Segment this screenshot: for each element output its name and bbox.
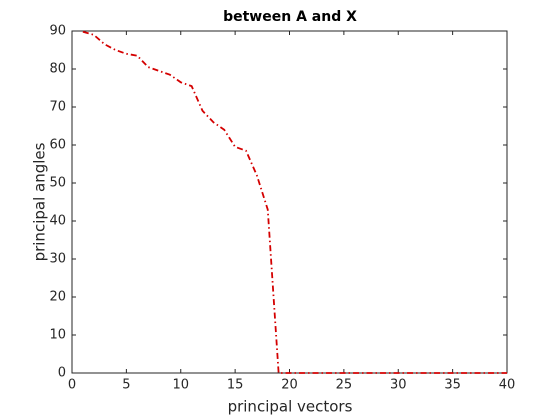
- x-tick-label: 30: [390, 378, 407, 393]
- y-tick-label: 80: [49, 62, 66, 77]
- x-tick-label: 15: [227, 378, 244, 393]
- y-tick-label: 0: [58, 366, 66, 381]
- x-tick-label: 20: [281, 378, 298, 393]
- y-tick-label: 20: [49, 290, 66, 305]
- x-tick-label: 35: [444, 378, 461, 393]
- y-axis-label: principal angles: [31, 142, 49, 261]
- x-tick-label: 0: [68, 378, 76, 393]
- y-tick-label: 30: [49, 252, 66, 267]
- data-line: [82, 30, 507, 374]
- x-axis-label: principal vectors: [228, 398, 353, 416]
- chart-title: between A and X: [223, 9, 357, 25]
- y-tick-label: 40: [49, 214, 66, 229]
- x-tick-label: 10: [172, 378, 189, 393]
- y-tick-label: 60: [49, 138, 66, 153]
- y-tick-label: 70: [49, 100, 66, 115]
- y-tick-label: 10: [49, 328, 66, 343]
- x-tick-label: 40: [499, 378, 516, 393]
- x-tick-label: 25: [336, 378, 353, 393]
- y-tick-label: 90: [49, 24, 66, 39]
- x-tick-label: 5: [122, 378, 130, 393]
- y-tick-label: 50: [49, 176, 66, 191]
